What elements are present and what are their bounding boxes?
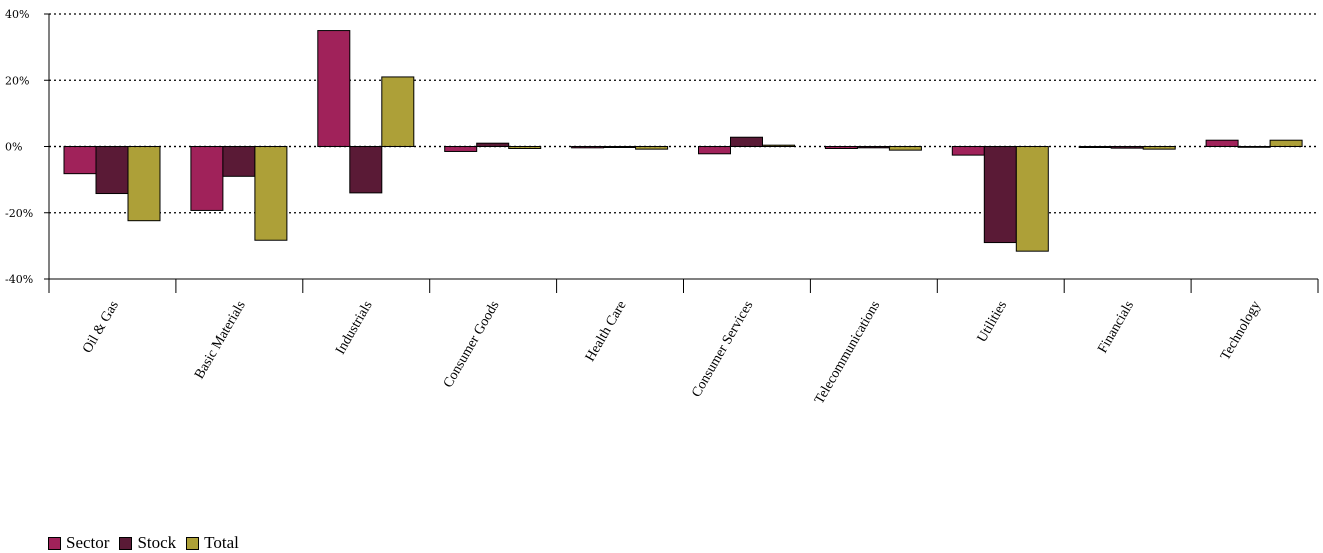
x-category-label: Oil & Gas — [80, 299, 122, 356]
bar-stock — [730, 136, 763, 148]
x-category-label: Utilities — [975, 299, 1011, 346]
x-category-label: Basic Materials — [192, 299, 249, 382]
bars — [63, 30, 1303, 252]
x-category-label: Telecommunications — [812, 299, 883, 407]
bar-total — [635, 146, 669, 150]
bar-sector — [698, 146, 731, 155]
y-tick-label: -20% — [5, 207, 33, 220]
legend-swatch-sector — [48, 536, 61, 550]
bar-total — [381, 76, 415, 147]
bar-sector — [1205, 139, 1239, 148]
bar-chart: 40% 20% 0% -20% -40% Oil & Gas Basic Material… — [5, 8, 1319, 407]
legend-item-stock: Stock — [119, 533, 176, 553]
bar-sector — [571, 146, 605, 149]
x-category-label: Technology — [1218, 299, 1264, 364]
bar-stock — [349, 146, 383, 194]
x-category-label: Consumer Services — [689, 299, 756, 400]
axes — [48, 14, 1319, 293]
x-category-label: Health Care — [583, 299, 630, 365]
bar-stock — [476, 142, 510, 147]
y-tick-label: 40% — [5, 8, 29, 21]
bar-sector — [63, 146, 97, 175]
x-category-label: Industrials — [333, 299, 376, 358]
y-tick-label: 0% — [5, 141, 22, 154]
legend-swatch-stock — [119, 536, 133, 550]
gridlines — [49, 13, 1318, 214]
legend-item-sector: Sector — [48, 533, 109, 553]
bar-sector — [951, 146, 985, 156]
bar-stock — [222, 146, 256, 177]
legend-label-sector: Sector — [66, 533, 110, 552]
legend-item-total: Total — [186, 533, 239, 553]
y-axis-tick-labels: 40% 20% 0% -20% -40% — [5, 8, 49, 286]
legend: Sector Stock Total — [48, 533, 249, 553]
bar-total — [1015, 146, 1049, 252]
x-axis-category-labels: Oil & Gas Basic Materials Industrials Consu… — [80, 299, 1264, 407]
y-tick-label: 20% — [5, 74, 29, 87]
x-category-label: Financials — [1095, 299, 1137, 356]
legend-label-total: Total — [204, 533, 239, 552]
bar-total — [254, 146, 288, 241]
bar-total — [762, 144, 795, 148]
bar-stock — [95, 146, 129, 195]
bar-total — [1269, 139, 1303, 148]
bar-sector — [317, 30, 351, 147]
bar-total — [127, 146, 161, 222]
y-tick-label: -40% — [5, 273, 33, 286]
bar-sector — [444, 146, 478, 152]
x-category-label: Consumer Goods — [441, 299, 503, 391]
legend-swatch-total — [186, 536, 200, 550]
legend-label-stock: Stock — [137, 533, 177, 552]
bar-sector — [190, 146, 224, 211]
bar-stock — [983, 146, 1017, 244]
